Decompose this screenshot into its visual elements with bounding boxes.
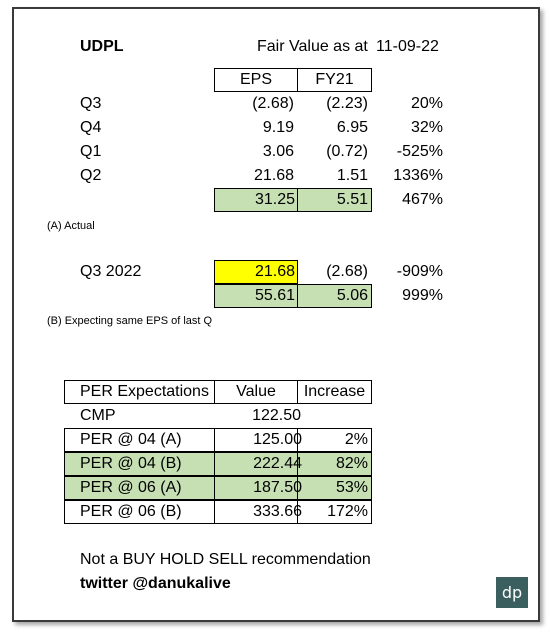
note-a: (A) Actual	[47, 220, 95, 232]
quarter-eps: 9.19	[262, 119, 294, 136]
per-header-increase: Increase	[303, 383, 366, 400]
per-row-increase: 172%	[327, 503, 368, 520]
per-divider-1	[214, 428, 215, 524]
eps-header-cell: EPS	[214, 68, 298, 92]
per-row-04b: PER @ 04 (B) 222.44 82%	[64, 452, 372, 476]
fy-header: FY21	[315, 71, 354, 88]
quarter-pct: 20%	[410, 95, 443, 112]
quarter-fy: 6.95	[336, 119, 368, 136]
quarter-fy: (0.72)	[326, 143, 368, 160]
per-row-label: PER @ 04 (B)	[80, 455, 182, 472]
per-header-value-cell: Value	[214, 380, 298, 404]
per-row-value: 222.44	[253, 455, 302, 472]
disclaimer: Not a BUY HOLD SELL recommendation	[80, 551, 371, 568]
company-name: UDPL	[80, 38, 124, 55]
fair-value-label: Fair Value as at	[257, 38, 368, 55]
total-b-fy-cell: 5.06	[297, 284, 372, 308]
per-row-label: PER @ 06 (A)	[80, 479, 182, 496]
per-header-label: PER Expectations	[80, 383, 209, 400]
q3-2022-eps-cell: 21.68	[214, 260, 298, 284]
quarter-label: Q1	[80, 143, 102, 160]
per-row-06a: PER @ 06 (A) 187.50 53%	[64, 476, 372, 500]
quarter-pct: 32%	[410, 119, 443, 136]
per-row-increase: 82%	[335, 455, 368, 472]
q3-2022-fy: (2.68)	[326, 263, 368, 280]
total-a-pct: 467%	[402, 191, 443, 208]
note-b: (B) Expecting same EPS of last Q	[47, 315, 213, 327]
total-a-fy-cell: 5.51	[297, 188, 372, 212]
per-row-04a: PER @ 04 (A) 125.00 2%	[64, 428, 372, 452]
fair-value-date: 11-09-22	[376, 38, 439, 55]
q3-2022-label: Q3 2022	[80, 263, 142, 280]
per-row-06b: PER @ 06 (B) 333.66 172%	[64, 500, 372, 524]
total-b-fy: 5.06	[336, 287, 368, 304]
dp-logo: dp	[496, 577, 528, 608]
per-divider-2	[297, 428, 298, 524]
quarter-pct: -525%	[396, 143, 443, 160]
q3-2022-pct: -909%	[396, 263, 443, 280]
fy-header-cell: FY21	[297, 68, 372, 92]
total-b-eps-cell: 55.61	[214, 284, 298, 308]
total-b-eps: 55.61	[254, 287, 295, 304]
quarter-pct: 1336%	[393, 167, 443, 184]
per-header-increase-cell: Increase	[297, 380, 372, 404]
per-header-label-cell: PER Expectations	[64, 380, 215, 404]
per-row-label: PER @ 06 (B)	[80, 503, 182, 520]
total-a-eps: 31.25	[254, 191, 295, 208]
quarter-eps: 21.68	[253, 167, 294, 184]
per-row-value: 187.50	[253, 479, 302, 496]
quarter-label: Q4	[80, 119, 102, 136]
total-a-fy: 5.51	[336, 191, 368, 208]
per-row-label: CMP	[80, 407, 116, 424]
eps-header: EPS	[239, 71, 272, 88]
per-header-value: Value	[236, 383, 276, 400]
total-a-eps-cell: 31.25	[214, 188, 298, 212]
total-b-pct: 999%	[402, 287, 443, 304]
twitter-handle: twitter @danukalive	[80, 575, 231, 592]
per-row-value: 122.50	[252, 407, 301, 424]
quarter-eps: (2.68)	[252, 95, 294, 112]
quarter-fy: 1.51	[336, 167, 368, 184]
quarter-label: Q3	[80, 95, 102, 112]
q3-2022-eps: 21.68	[254, 263, 295, 280]
document-frame	[12, 7, 540, 622]
per-row-increase: 53%	[335, 479, 368, 496]
quarter-fy: (2.23)	[326, 95, 368, 112]
quarter-label: Q2	[80, 167, 102, 184]
per-row-value: 125.00	[253, 431, 302, 448]
per-row-increase: 2%	[344, 431, 368, 448]
quarter-eps: 3.06	[262, 143, 294, 160]
per-row-value: 333.66	[253, 503, 302, 520]
per-row-label: PER @ 04 (A)	[80, 431, 182, 448]
